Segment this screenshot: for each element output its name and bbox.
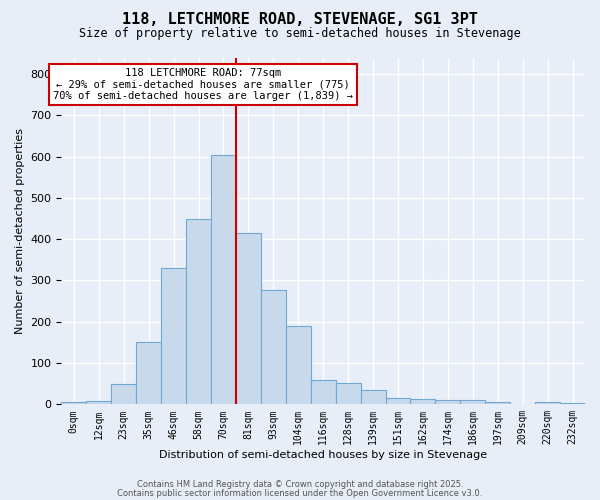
- Bar: [410, 400, 436, 404]
- Bar: [261, 290, 286, 405]
- Bar: [485, 402, 510, 404]
- Bar: [161, 268, 186, 404]
- Bar: [186, 218, 211, 404]
- Bar: [335, 383, 361, 404]
- Bar: [361, 390, 386, 404]
- Bar: [311, 380, 335, 404]
- Bar: [236, 233, 261, 404]
- Bar: [560, 402, 585, 404]
- Bar: [386, 398, 410, 404]
- Text: Size of property relative to semi-detached houses in Stevenage: Size of property relative to semi-detach…: [79, 28, 521, 40]
- Text: 118 LETCHMORE ROAD: 77sqm
← 29% of semi-detached houses are smaller (775)
70% of: 118 LETCHMORE ROAD: 77sqm ← 29% of semi-…: [53, 68, 353, 101]
- Bar: [211, 154, 236, 404]
- Y-axis label: Number of semi-detached properties: Number of semi-detached properties: [15, 128, 25, 334]
- Bar: [111, 384, 136, 404]
- Text: Contains public sector information licensed under the Open Government Licence v3: Contains public sector information licen…: [118, 488, 482, 498]
- X-axis label: Distribution of semi-detached houses by size in Stevenage: Distribution of semi-detached houses by …: [159, 450, 487, 460]
- Bar: [136, 342, 161, 404]
- Bar: [286, 326, 311, 404]
- Text: Contains HM Land Registry data © Crown copyright and database right 2025.: Contains HM Land Registry data © Crown c…: [137, 480, 463, 489]
- Bar: [460, 400, 485, 404]
- Bar: [436, 400, 460, 404]
- Bar: [61, 402, 86, 404]
- Text: 118, LETCHMORE ROAD, STEVENAGE, SG1 3PT: 118, LETCHMORE ROAD, STEVENAGE, SG1 3PT: [122, 12, 478, 28]
- Bar: [535, 402, 560, 404]
- Bar: [86, 401, 111, 404]
